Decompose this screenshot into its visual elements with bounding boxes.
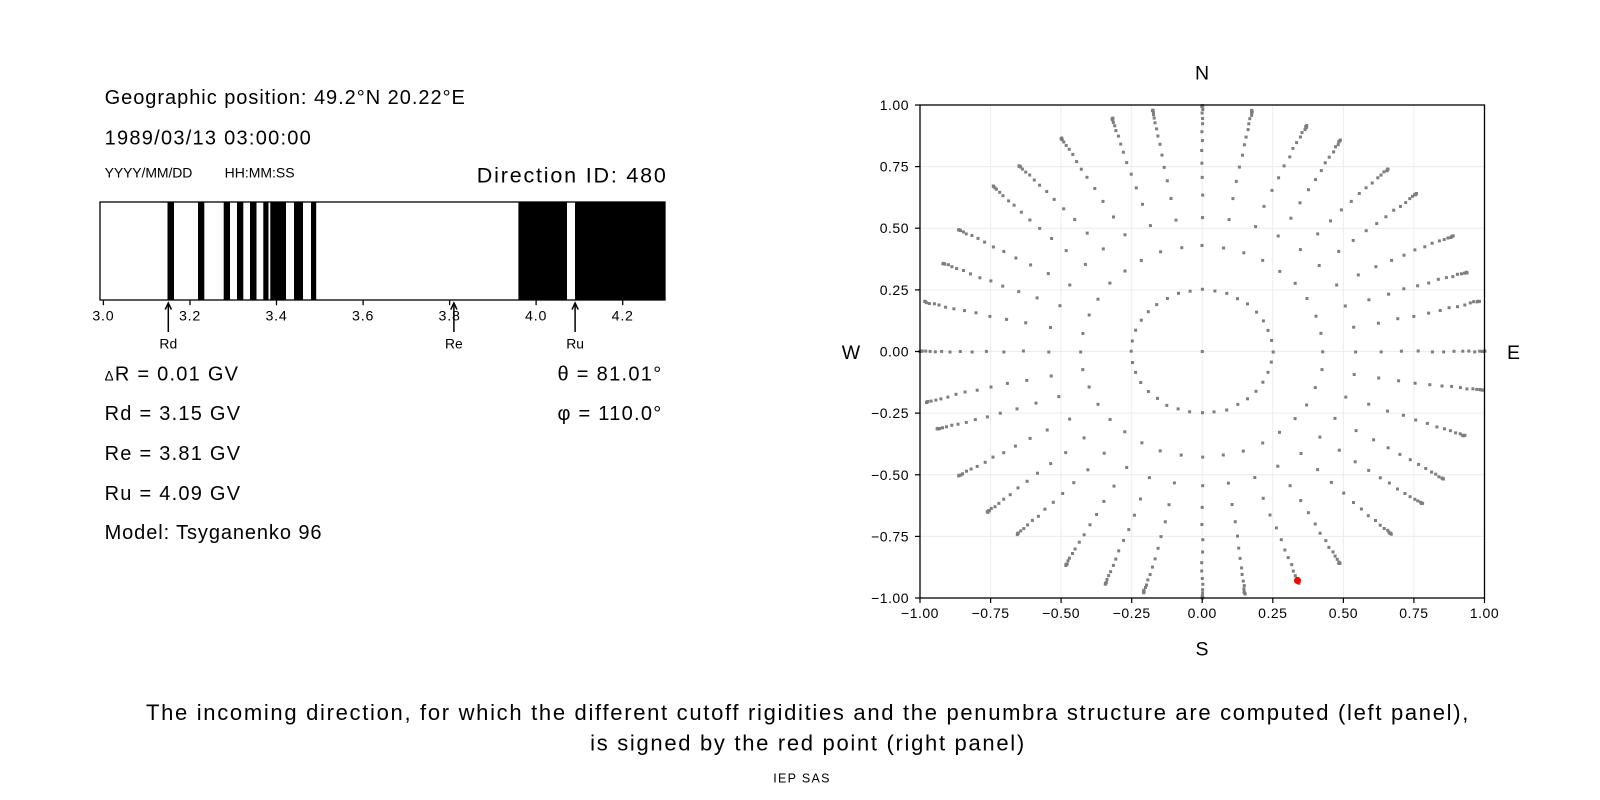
svg-text:3.6: 3.6 (352, 308, 374, 324)
svg-text:Direction ID: 480: Direction ID: 480 (477, 163, 668, 187)
svg-text:ΔR = 0.01 GV: ΔR = 0.01 GV (105, 364, 240, 386)
svg-text:1989/03/13 03:00:00: 1989/03/13 03:00:00 (105, 128, 312, 150)
svg-text:0.75: 0.75 (1399, 605, 1428, 621)
svg-text:1.00: 1.00 (880, 97, 909, 113)
svg-text:S: S (1195, 639, 1208, 661)
svg-text:Geographic position: 49.2°N 20: Geographic position: 49.2°N 20.22°E (105, 87, 466, 109)
svg-text:−1.00: −1.00 (901, 605, 939, 621)
svg-text:IEP SAS: IEP SAS (773, 772, 831, 786)
svg-text:−0.25: −0.25 (871, 405, 909, 421)
svg-text:φ = 110.0°: φ = 110.0° (557, 403, 662, 425)
svg-text:0.00: 0.00 (880, 344, 909, 360)
svg-text:E: E (1507, 342, 1520, 364)
svg-text:1.00: 1.00 (1470, 605, 1499, 621)
svg-text:−0.75: −0.75 (871, 528, 909, 544)
svg-text:−0.25: −0.25 (1113, 605, 1151, 621)
svg-text:0.50: 0.50 (880, 220, 909, 236)
svg-text:is signed by the red point (ri: is signed by the red point (right panel) (590, 731, 1026, 756)
svg-text:0.25: 0.25 (1258, 605, 1287, 621)
svg-text:0.75: 0.75 (880, 159, 909, 175)
svg-text:3.0: 3.0 (92, 308, 114, 324)
svg-text:θ = 81.01°: θ = 81.01° (558, 364, 663, 386)
svg-text:HH:MM:SS: HH:MM:SS (225, 164, 295, 180)
svg-text:3.8: 3.8 (439, 308, 461, 324)
svg-text:4.2: 4.2 (612, 308, 634, 324)
svg-text:Re: Re (445, 336, 463, 352)
svg-text:3.2: 3.2 (179, 308, 201, 324)
svg-text:0.50: 0.50 (1329, 605, 1358, 621)
svg-text:W: W (842, 342, 861, 364)
svg-text:−1.00: −1.00 (871, 590, 909, 606)
svg-text:Model: Tsyganenko 96: Model: Tsyganenko 96 (105, 522, 323, 544)
svg-text:−0.50: −0.50 (871, 467, 909, 483)
svg-text:−0.75: −0.75 (972, 605, 1010, 621)
svg-text:Ru: Ru (566, 336, 584, 352)
svg-text:0.25: 0.25 (880, 282, 909, 298)
svg-text:The incoming direction, for wh: The incoming direction, for which the di… (146, 700, 1470, 725)
svg-text:YYYY/MM/DD: YYYY/MM/DD (105, 164, 193, 180)
svg-text:N: N (1195, 63, 1209, 85)
svg-text:4.0: 4.0 (525, 308, 547, 324)
svg-text:3.4: 3.4 (265, 308, 287, 324)
svg-text:Rd = 3.15 GV: Rd = 3.15 GV (105, 403, 242, 425)
svg-text:0.00: 0.00 (1188, 605, 1217, 621)
svg-text:Rd: Rd (159, 336, 177, 352)
svg-text:Ru = 4.09 GV: Ru = 4.09 GV (105, 483, 242, 505)
svg-text:Re = 3.81 GV: Re = 3.81 GV (105, 443, 242, 465)
svg-text:−0.50: −0.50 (1042, 605, 1080, 621)
